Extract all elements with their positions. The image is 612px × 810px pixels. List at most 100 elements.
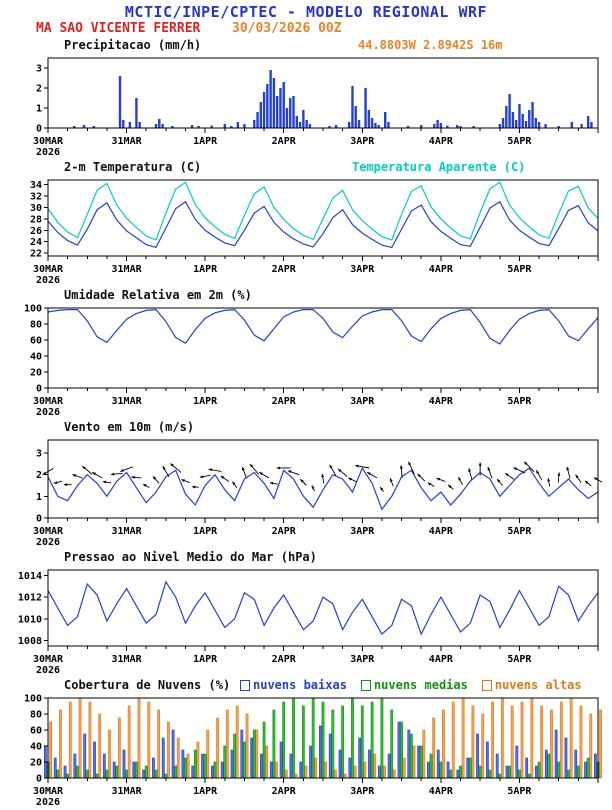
svg-text:5APR: 5APR: [507, 526, 532, 537]
svg-text:5APR: 5APR: [507, 264, 532, 275]
svg-text:30MAR: 30MAR: [33, 396, 64, 407]
svg-text:2APR: 2APR: [272, 264, 297, 275]
svg-text:1010: 1010: [18, 614, 42, 625]
pressure-plot: 1008 1010 1012 1014 30MAR 2026 31MAR 1APR 2APR 3A…: [0, 566, 612, 678]
svg-text:31MAR: 31MAR: [112, 264, 143, 275]
legend-swatch-altas-icon: [481, 679, 492, 691]
svg-text:0: 0: [36, 384, 42, 395]
svg-text:60: 60: [30, 336, 42, 347]
svg-text:1APR: 1APR: [193, 654, 218, 665]
page-title: MCTIC/INPE/CPTEC - MODELO REGIONAL WRF: [124, 3, 488, 21]
station-name: MA SAO VICENTE FERRER: [36, 21, 201, 36]
svg-text:28: 28: [30, 214, 42, 225]
svg-text:30MAR: 30MAR: [33, 264, 64, 275]
svg-text:2026: 2026: [36, 797, 60, 806]
svg-text:3APR: 3APR: [350, 654, 375, 665]
svg-text:31MAR: 31MAR: [112, 654, 143, 665]
svg-text:2026: 2026: [36, 407, 60, 416]
panel-temperatura: 2-m Temperatura (C) Temperatura Aparente…: [0, 160, 612, 288]
panel-nuvens: Cobertura de Nuvens (%) nuvens baixas nu…: [0, 678, 612, 810]
svg-text:80: 80: [30, 320, 42, 331]
svg-text:1APR: 1APR: [193, 264, 218, 275]
svg-text:100: 100: [24, 694, 42, 705]
precip-plot: 0 1 2 3 30MAR 2026 31MAR 1APR 2APR 3APR 4APR 5APR: [0, 54, 612, 160]
panel-precipitacao: Precipitacao (mm/h) 44.8803W 2.8942S 16m…: [0, 38, 612, 160]
svg-text:31MAR: 31MAR: [112, 396, 143, 407]
svg-text:0: 0: [36, 774, 42, 785]
wind-plot: 0 1 2 3 30MAR 2026 31MAR 1APR 2APR 3APR 4APR 5APR: [0, 436, 612, 550]
apparent-temp-title: Temperatura Aparente (C): [352, 160, 526, 174]
svg-text:1008: 1008: [18, 636, 42, 647]
svg-text:34: 34: [30, 180, 42, 191]
svg-text:1: 1: [36, 492, 42, 503]
clouds-title: Cobertura de Nuvens (%): [64, 678, 231, 692]
svg-text:1APR: 1APR: [193, 526, 218, 537]
temp-plot: 22 24 26 28 30 32 34 30MAR 2026 31MAR 1APR 2APR 3APR…: [0, 176, 612, 288]
pressure-title: Pressao ao Nivel Medio do Mar (hPa): [64, 550, 317, 564]
legend-label-altas: nuvens altas: [494, 678, 582, 692]
svg-text:2026: 2026: [36, 537, 60, 546]
svg-text:40: 40: [30, 352, 42, 363]
svg-text:4APR: 4APR: [429, 526, 454, 537]
precip-title: Precipitacao (mm/h): [64, 38, 202, 52]
panel-vento: Vento em 10m (m/s) 0 1 2 3 30MAR 2026 31MAR 1AP…: [0, 420, 612, 550]
svg-text:2026: 2026: [36, 665, 60, 674]
svg-text:3APR: 3APR: [350, 396, 375, 407]
svg-text:60: 60: [30, 726, 42, 737]
svg-text:2APR: 2APR: [272, 654, 297, 665]
svg-text:30MAR: 30MAR: [33, 526, 64, 537]
legend-label-medias: nuvens medias: [373, 678, 468, 692]
svg-text:5APR: 5APR: [507, 396, 532, 407]
legend-nuvens-baixas: nuvens baixas: [240, 678, 347, 692]
svg-text:31MAR: 31MAR: [112, 526, 143, 537]
svg-text:0: 0: [36, 514, 42, 525]
svg-text:3APR: 3APR: [350, 136, 375, 147]
panel-umidade: Umidade Relativa em 2m (%) 0 20 40 60 80 100 3…: [0, 288, 612, 420]
svg-text:4APR: 4APR: [429, 654, 454, 665]
panel-pressao: Pressao ao Nivel Medio do Mar (hPa) 1008…: [0, 550, 612, 678]
svg-text:0: 0: [36, 124, 42, 135]
svg-text:31MAR: 31MAR: [112, 136, 143, 147]
model-run-datetime: 30/03/2026 00Z: [232, 21, 342, 36]
svg-text:2: 2: [36, 470, 42, 481]
humidity-title: Umidade Relativa em 2m (%): [64, 288, 252, 302]
legend-label-baixas: nuvens baixas: [253, 678, 347, 692]
svg-text:4APR: 4APR: [429, 396, 454, 407]
svg-text:2: 2: [36, 84, 42, 95]
svg-text:26: 26: [30, 226, 42, 237]
svg-text:1014: 1014: [18, 571, 42, 582]
svg-text:4APR: 4APR: [429, 264, 454, 275]
clouds-plot: 0 20 40 60 80 100 30MAR 2026 31MAR 1APR 2APR 3APR 4A…: [0, 694, 612, 810]
svg-text:20: 20: [30, 758, 42, 769]
svg-text:100: 100: [24, 304, 42, 315]
svg-text:30: 30: [30, 203, 42, 214]
svg-text:80: 80: [30, 710, 42, 721]
svg-text:22: 22: [30, 249, 42, 260]
page-header: MCTIC/INPE/CPTEC - MODELO REGIONAL WRF M…: [0, 0, 612, 38]
clouds-legend: nuvens baixas nuvens medias nuvens altas: [240, 678, 582, 692]
station-coords: 44.8803W 2.8942S 16m: [358, 38, 503, 52]
svg-text:2026: 2026: [36, 147, 60, 156]
legend-swatch-medias-icon: [360, 679, 371, 691]
svg-text:4APR: 4APR: [429, 136, 454, 147]
svg-text:1: 1: [36, 104, 42, 115]
svg-text:5APR: 5APR: [507, 654, 532, 665]
svg-text:40: 40: [30, 742, 42, 753]
svg-text:32: 32: [30, 192, 42, 203]
svg-text:1APR: 1APR: [193, 136, 218, 147]
svg-text:30MAR: 30MAR: [33, 654, 64, 665]
svg-text:3APR: 3APR: [350, 526, 375, 537]
legend-nuvens-medias: nuvens medias: [360, 678, 468, 692]
svg-text:3: 3: [36, 64, 42, 75]
legend-nuvens-altas: nuvens altas: [481, 678, 582, 692]
svg-text:5APR: 5APR: [507, 136, 532, 147]
svg-text:2APR: 2APR: [272, 526, 297, 537]
svg-text:1012: 1012: [18, 593, 42, 604]
svg-text:2026: 2026: [36, 275, 60, 284]
